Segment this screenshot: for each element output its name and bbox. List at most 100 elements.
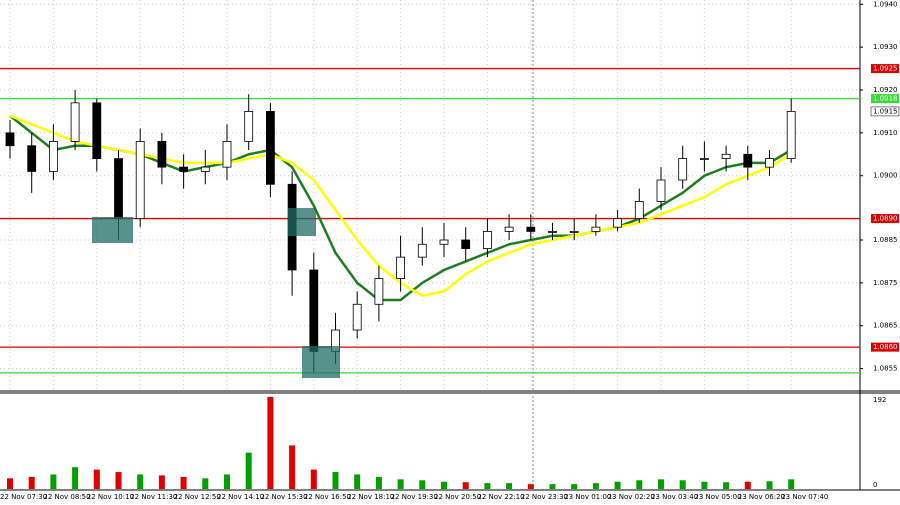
current-price-label: 1.0915 <box>873 107 898 115</box>
volume-bar <box>115 472 122 489</box>
y-tick-label: 1.0855 <box>873 365 898 373</box>
x-tick-label: 23 Nov 02:20 <box>608 493 655 501</box>
x-tick-label: 22 Nov 20:50 <box>434 493 481 501</box>
candle-body <box>265 111 275 185</box>
volume-bar <box>397 479 404 489</box>
candle-body <box>634 201 644 219</box>
candle-body <box>700 158 709 160</box>
candle-body <box>591 226 601 232</box>
x-tick-label: 22 Nov 18:10 <box>347 493 394 501</box>
level-label-box <box>871 94 899 104</box>
volume-bar <box>527 484 534 489</box>
volume-bar <box>723 482 730 489</box>
volume-bar <box>744 481 751 489</box>
plot <box>0 0 860 489</box>
signal-box <box>92 217 133 243</box>
volume-bar <box>788 479 795 489</box>
volume-bar <box>332 472 339 489</box>
candle-body <box>396 256 406 279</box>
y-tick-label: 1.0875 <box>873 279 898 287</box>
volume-bar <box>592 483 599 489</box>
x-tick-label: 22 Nov 11:30 <box>130 493 177 501</box>
y-tick-label: 1.0940 <box>873 0 898 8</box>
volume-bar <box>137 474 144 489</box>
candle-body <box>461 239 471 249</box>
volume-bar <box>614 481 621 489</box>
x-tick-label: 22 Nov 14:10 <box>217 493 264 501</box>
volume-tick-label: 0 <box>873 481 877 489</box>
candle-body <box>179 166 189 172</box>
volume-bar <box>506 483 513 489</box>
volume-bar <box>571 484 578 489</box>
candle-body <box>569 231 579 233</box>
signal-box <box>288 208 316 236</box>
volume-bar <box>224 474 230 489</box>
volume-bar <box>267 396 274 489</box>
y-tick-label: 1.0910 <box>873 129 898 137</box>
volume-bar <box>7 478 13 489</box>
volume-tick-label: 192 <box>873 396 886 404</box>
volume-bar <box>72 467 79 489</box>
candle-body <box>721 153 731 159</box>
candle-body <box>352 303 362 331</box>
x-tick-label: 22 Nov 22:10 <box>477 493 524 501</box>
volume-bar <box>701 481 708 489</box>
candle-body <box>157 141 167 168</box>
y-tick-label: 1.0900 <box>873 172 898 180</box>
volume-bar <box>375 476 382 489</box>
level-label: 1.0918 <box>873 95 898 103</box>
level-label-box <box>871 342 899 352</box>
current-price-box <box>870 106 900 117</box>
candle-body <box>70 102 80 142</box>
candle-body <box>222 141 232 168</box>
candle-body <box>504 226 514 232</box>
candle-body <box>439 239 449 245</box>
x-tick-label: 23 Nov 06:20 <box>738 493 785 501</box>
y-tick-label: 1.0920 <box>873 86 898 94</box>
volume-bar <box>766 481 773 489</box>
volume-bar <box>636 480 643 489</box>
candle-body <box>482 231 492 249</box>
volume-bar <box>549 484 556 489</box>
candle-body <box>244 111 254 142</box>
x-tick-label: 23 Nov 03:40 <box>651 493 698 501</box>
x-tick-label: 22 Nov 12:50 <box>174 493 221 501</box>
candle-body <box>743 153 753 168</box>
y-tick-label: 1.0865 <box>873 322 898 330</box>
candle-body <box>309 269 319 352</box>
level-label-box <box>871 64 899 74</box>
level-label-box <box>871 214 899 224</box>
level-label: 1.0925 <box>873 65 898 73</box>
candle-body <box>678 158 688 181</box>
y-tick-label: 1.0885 <box>873 236 898 244</box>
volume-bar <box>202 478 209 489</box>
x-tick-label: 22 Nov 16:50 <box>304 493 351 501</box>
candle-body <box>765 158 774 168</box>
x-tick-label: 23 Nov 05:00 <box>694 493 741 501</box>
candle-body <box>374 278 384 305</box>
x-tick-label: 23 Nov 01:00 <box>564 493 611 501</box>
x-tick-label: 22 Nov 08:50 <box>43 493 90 501</box>
level-label: 1.0860 <box>873 343 898 351</box>
volume-bar <box>245 452 252 489</box>
candle-body <box>200 166 210 172</box>
volume-bar <box>180 476 187 489</box>
volume-bar <box>419 480 426 489</box>
candle-body <box>613 218 622 228</box>
volume-bar <box>354 474 361 489</box>
x-tick-label: 23 Nov 07:40 <box>781 493 828 501</box>
volume-bar <box>93 469 100 489</box>
candle-body <box>656 179 666 202</box>
candle-body <box>27 145 37 172</box>
volume-bar <box>484 483 491 489</box>
candle-body <box>49 141 58 172</box>
volume-bar <box>289 445 296 489</box>
x-tick-label: 22 Nov 10:10 <box>87 493 134 501</box>
candle-body <box>786 111 796 159</box>
candle-body <box>5 132 15 147</box>
volume-bar <box>158 475 165 489</box>
x-tick-label: 22 Nov 19:30 <box>391 493 438 501</box>
